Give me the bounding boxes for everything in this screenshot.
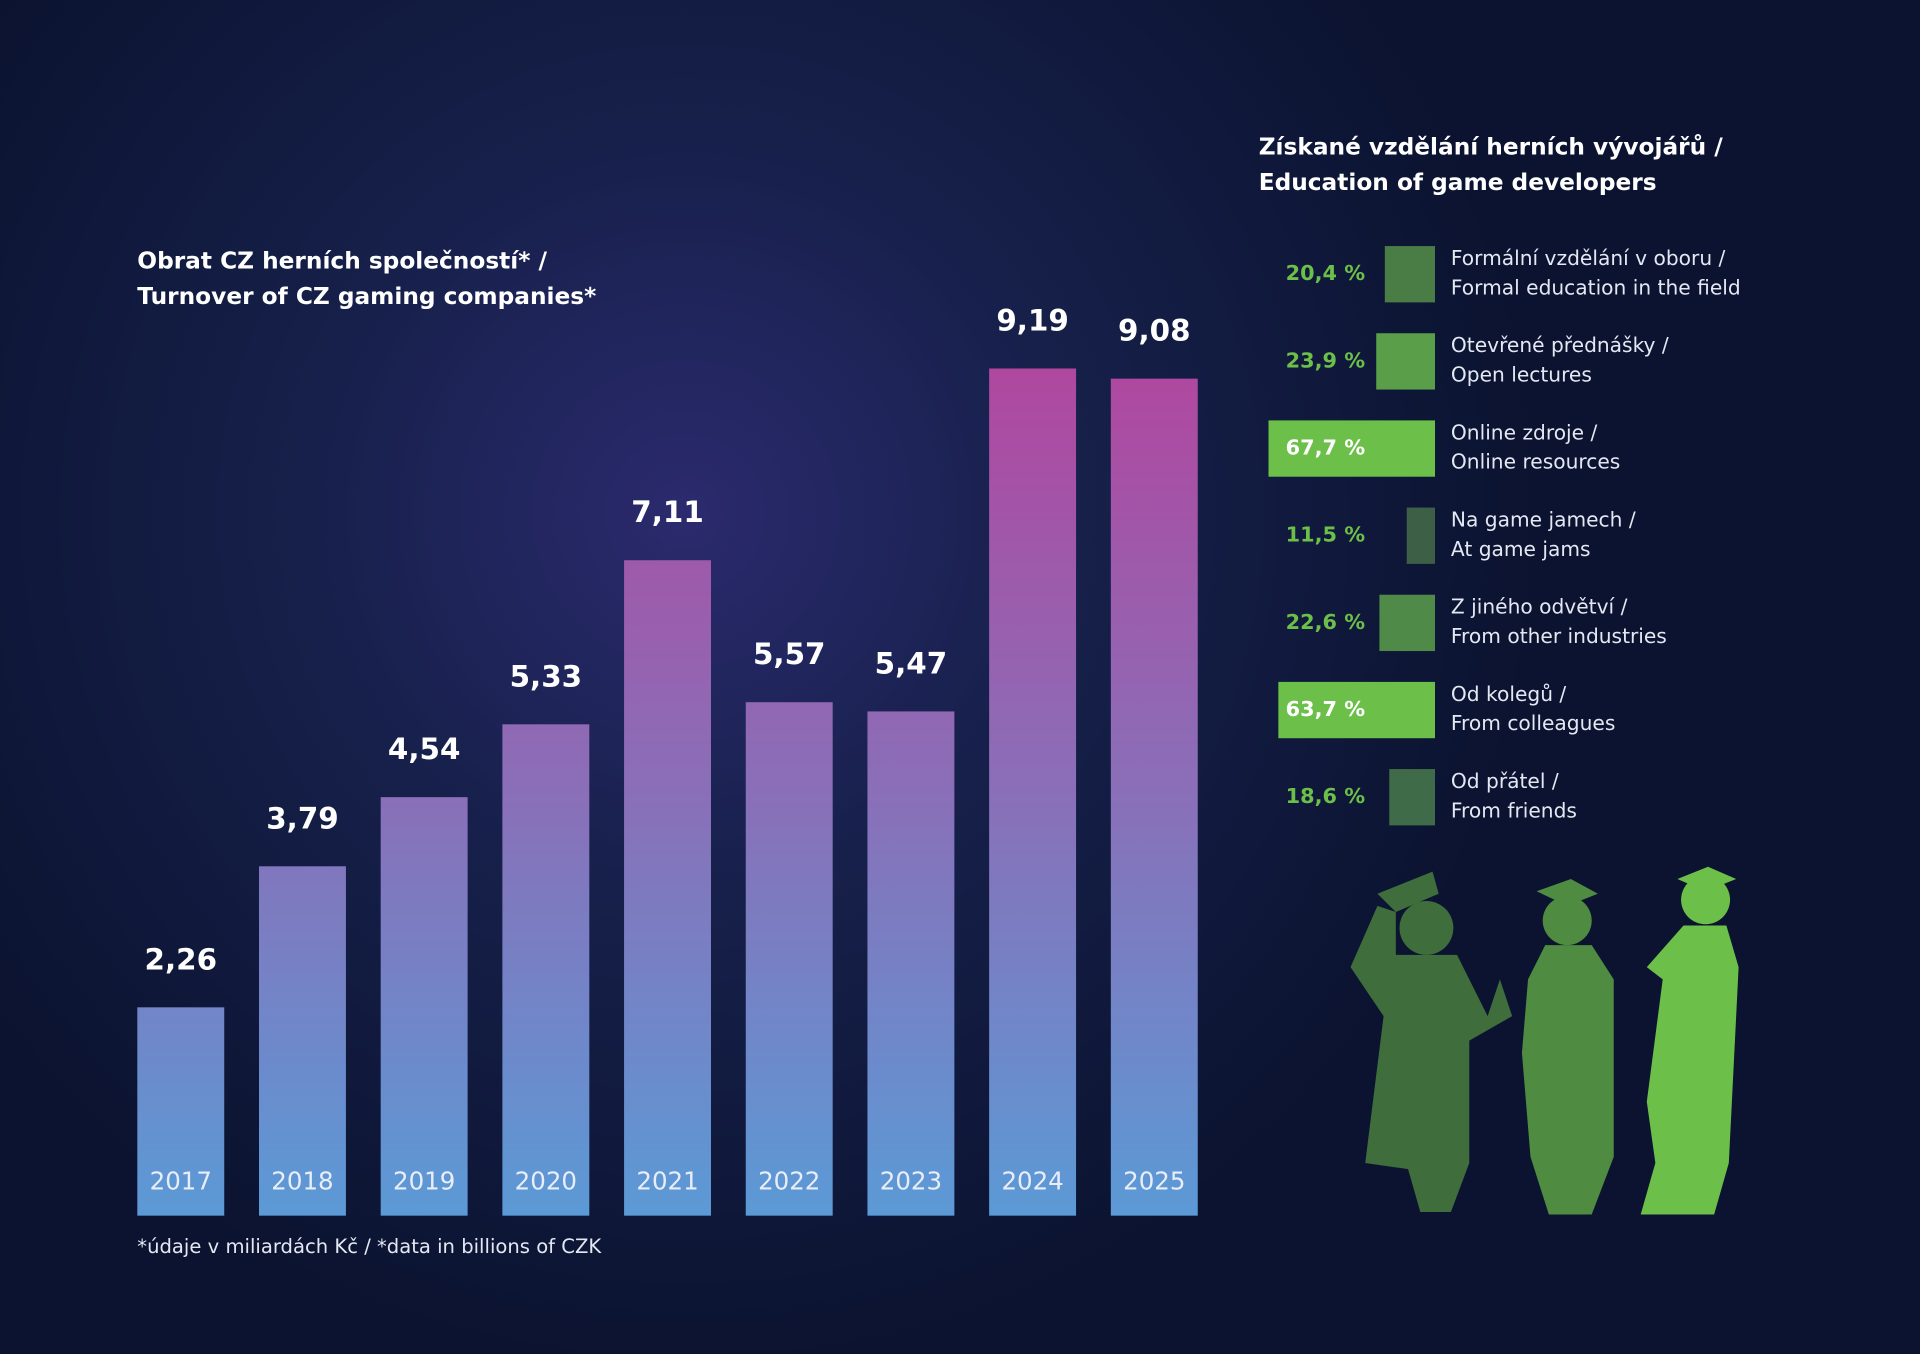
- bar: [1376, 333, 1436, 390]
- value-label: 5,57: [753, 637, 825, 671]
- x-tick-label: 2022: [758, 1167, 820, 1196]
- chart-title: Education of game developers: [1259, 169, 1657, 196]
- value-label: 67,7 %: [1286, 436, 1366, 460]
- bar: [137, 1007, 225, 1216]
- education-chart: Získané vzdělání herních vývojářů / Educ…: [1259, 134, 1741, 826]
- value-label: 5,47: [875, 646, 947, 680]
- value-label: 4,54: [388, 732, 460, 766]
- bar: [624, 560, 711, 1216]
- category-label: Od přátel /: [1451, 769, 1559, 793]
- x-tick-label: 2023: [880, 1167, 942, 1196]
- footnote: *údaje v miliardách Kč / *data in billio…: [137, 1235, 602, 1258]
- value-label: 20,4 %: [1286, 261, 1366, 285]
- category-label: Online resources: [1451, 450, 1620, 474]
- bar: [1384, 246, 1436, 303]
- category-label: Otevřené přednášky /: [1451, 333, 1669, 357]
- bar: [380, 797, 468, 1216]
- x-tick-label: 2021: [636, 1167, 698, 1196]
- chart-title: Turnover of CZ gaming companies*: [137, 283, 596, 310]
- bar: [867, 711, 955, 1216]
- value-label: 9,19: [996, 303, 1068, 337]
- category-label: Open lectures: [1451, 363, 1592, 387]
- bar: [1389, 769, 1436, 826]
- bar: [1278, 681, 1436, 739]
- chart-title: Obrat CZ herních společností* /: [137, 247, 547, 274]
- bar: [502, 724, 590, 1216]
- x-tick-label: 2019: [393, 1167, 455, 1196]
- bar: [1406, 507, 1436, 564]
- value-label: 22,6 %: [1286, 610, 1366, 634]
- graduates: [1350, 866, 1739, 1215]
- category-label: Od kolegů /: [1451, 682, 1566, 706]
- value-label: 7,11: [631, 495, 703, 529]
- value-label: 2,26: [145, 942, 217, 976]
- value-label: 9,08: [1118, 314, 1190, 348]
- value-label: 23,9 %: [1286, 348, 1366, 372]
- category-label: At game jams: [1451, 537, 1591, 561]
- x-tick-label: 2020: [515, 1167, 577, 1196]
- turnover-chart: Obrat CZ herních společností* / Turnover…: [137, 247, 1198, 1258]
- bar: [989, 368, 1077, 1216]
- x-tick-label: 2024: [1001, 1167, 1063, 1196]
- category-label: From colleagues: [1451, 711, 1615, 735]
- bar: [745, 702, 833, 1216]
- x-tick-label: 2018: [271, 1167, 333, 1196]
- category-label: Formální vzdělání v oboru /: [1451, 246, 1726, 270]
- value-label: 3,79: [266, 801, 338, 835]
- bar: [1268, 420, 1436, 477]
- bar: [259, 866, 346, 1216]
- x-tick-label: 2017: [150, 1167, 212, 1196]
- value-label: 11,5 %: [1286, 523, 1366, 547]
- bar: [1110, 378, 1198, 1216]
- value-label: 5,33: [510, 659, 582, 693]
- value-label: 63,7 %: [1286, 697, 1366, 721]
- value-label: 18,6 %: [1286, 784, 1366, 808]
- chart-title: Získané vzdělání herních vývojářů /: [1259, 134, 1724, 161]
- category-label: Z jiného odvětví /: [1451, 595, 1628, 619]
- category-label: From friends: [1451, 798, 1577, 822]
- category-label: Formal education in the field: [1451, 275, 1741, 299]
- bar: [1379, 594, 1436, 652]
- category-label: Na game jamech /: [1451, 508, 1636, 532]
- category-label: Online zdroje /: [1451, 420, 1598, 444]
- category-label: From other industries: [1451, 624, 1667, 648]
- x-tick-label: 2025: [1123, 1167, 1185, 1196]
